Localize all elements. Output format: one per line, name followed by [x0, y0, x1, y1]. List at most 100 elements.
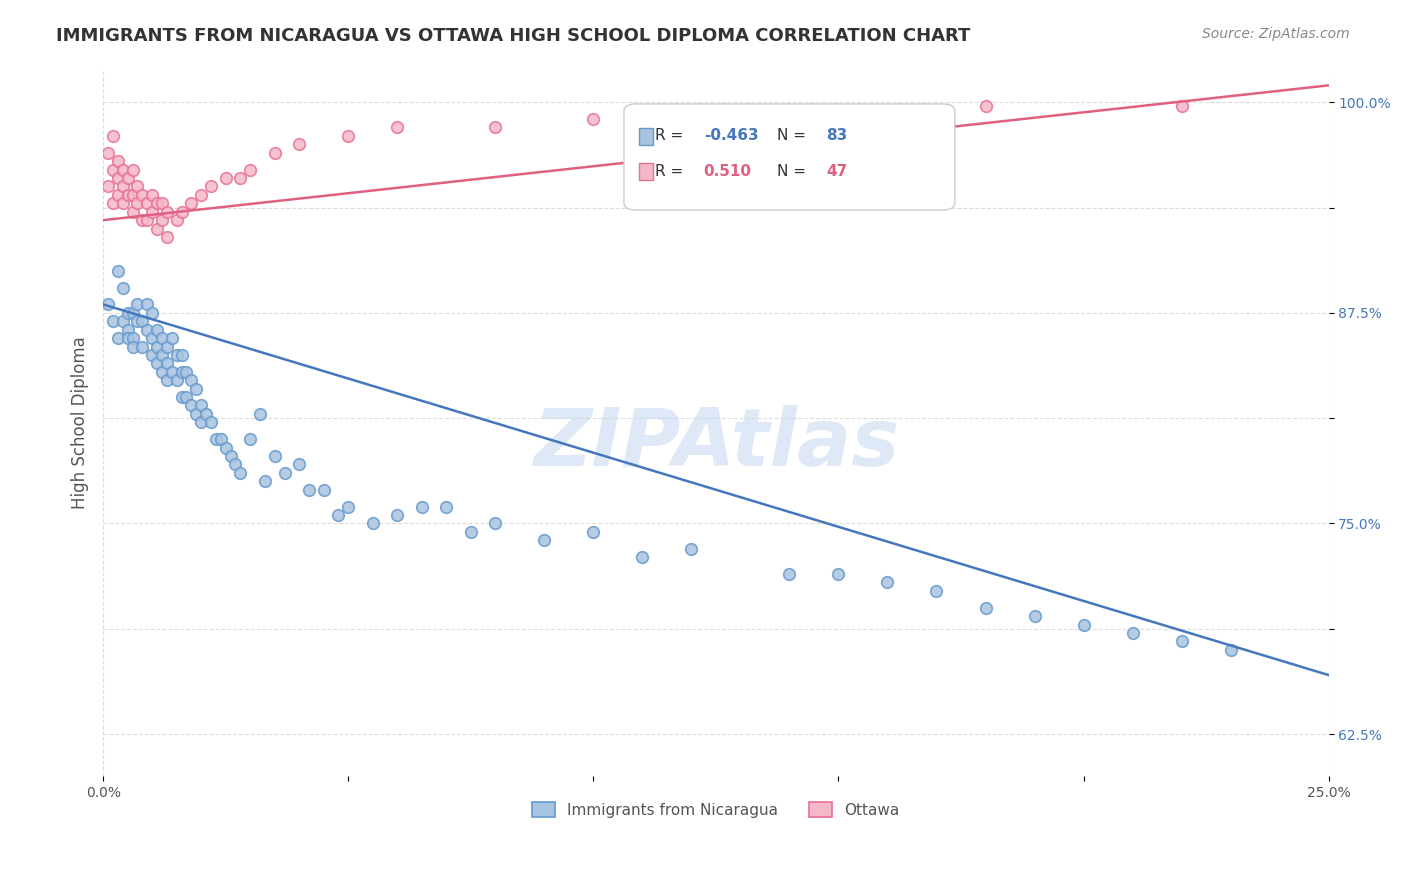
Point — [146, 323, 169, 337]
Y-axis label: High School Diploma: High School Diploma — [72, 336, 89, 508]
Point — [156, 373, 179, 387]
Point — [121, 306, 143, 320]
Point — [263, 449, 285, 463]
Point — [121, 204, 143, 219]
Text: R =: R = — [655, 128, 688, 144]
Point — [778, 103, 800, 118]
Point — [146, 221, 169, 235]
Point — [484, 516, 506, 531]
Point — [190, 399, 212, 413]
Point — [107, 187, 129, 202]
Point — [387, 120, 409, 135]
Point — [239, 432, 262, 446]
FancyBboxPatch shape — [638, 128, 654, 145]
Point — [263, 145, 285, 160]
Point — [131, 213, 153, 227]
Point — [1073, 617, 1095, 632]
Point — [229, 171, 252, 186]
Point — [146, 196, 169, 211]
Point — [141, 187, 163, 202]
Text: ZIPAtlas: ZIPAtlas — [533, 405, 898, 483]
Point — [200, 415, 222, 429]
Text: 47: 47 — [827, 163, 848, 178]
Point — [160, 331, 183, 345]
Point — [111, 196, 134, 211]
Point — [111, 314, 134, 328]
Point — [136, 297, 159, 311]
Point — [150, 196, 173, 211]
Point — [127, 314, 149, 328]
Point — [156, 356, 179, 370]
Point — [97, 179, 120, 194]
Point — [127, 297, 149, 311]
Point — [176, 390, 198, 404]
Point — [136, 323, 159, 337]
Point — [156, 230, 179, 244]
Point — [484, 120, 506, 135]
Point — [253, 475, 276, 489]
Point — [1024, 609, 1046, 624]
Point — [101, 128, 124, 143]
Point — [298, 483, 321, 497]
Point — [170, 365, 193, 379]
Point — [631, 550, 654, 565]
Point — [219, 449, 242, 463]
Point — [337, 128, 360, 143]
Point — [1122, 626, 1144, 640]
Point — [186, 382, 208, 396]
Point — [156, 204, 179, 219]
Point — [224, 458, 246, 472]
Point — [170, 390, 193, 404]
Point — [111, 280, 134, 294]
Point — [111, 179, 134, 194]
Text: N =: N = — [778, 128, 811, 144]
Point — [190, 415, 212, 429]
Point — [387, 508, 409, 522]
Point — [156, 339, 179, 353]
Point — [111, 162, 134, 177]
Text: IMMIGRANTS FROM NICARAGUA VS OTTAWA HIGH SCHOOL DIPLOMA CORRELATION CHART: IMMIGRANTS FROM NICARAGUA VS OTTAWA HIGH… — [56, 27, 970, 45]
Point — [141, 348, 163, 362]
Point — [288, 458, 311, 472]
Point — [131, 339, 153, 353]
Point — [121, 187, 143, 202]
Point — [205, 432, 228, 446]
Point — [533, 533, 555, 548]
Point — [117, 171, 139, 186]
Point — [778, 566, 800, 581]
Point — [166, 213, 188, 227]
Point — [170, 348, 193, 362]
Point — [127, 196, 149, 211]
Point — [337, 500, 360, 514]
Legend: Immigrants from Nicaragua, Ottawa: Immigrants from Nicaragua, Ottawa — [524, 794, 907, 825]
Text: R =: R = — [655, 163, 688, 178]
Point — [215, 171, 238, 186]
FancyBboxPatch shape — [638, 163, 654, 180]
Point — [150, 365, 173, 379]
Text: 83: 83 — [827, 128, 848, 144]
Point — [150, 348, 173, 362]
Point — [117, 331, 139, 345]
Text: N =: N = — [778, 163, 811, 178]
Point — [101, 314, 124, 328]
Text: Source: ZipAtlas.com: Source: ZipAtlas.com — [1202, 27, 1350, 41]
Point — [288, 137, 311, 152]
Point — [1170, 634, 1192, 648]
Point — [180, 196, 202, 211]
Point — [166, 348, 188, 362]
Point — [131, 187, 153, 202]
Point — [121, 162, 143, 177]
Point — [107, 154, 129, 169]
Point — [141, 331, 163, 345]
Point — [180, 373, 202, 387]
Point — [186, 407, 208, 421]
Point — [101, 196, 124, 211]
Point — [117, 306, 139, 320]
Point — [141, 204, 163, 219]
Point — [107, 263, 129, 277]
Point — [827, 566, 849, 581]
Point — [582, 524, 605, 539]
Point — [190, 187, 212, 202]
Point — [176, 365, 198, 379]
Point — [974, 98, 997, 112]
